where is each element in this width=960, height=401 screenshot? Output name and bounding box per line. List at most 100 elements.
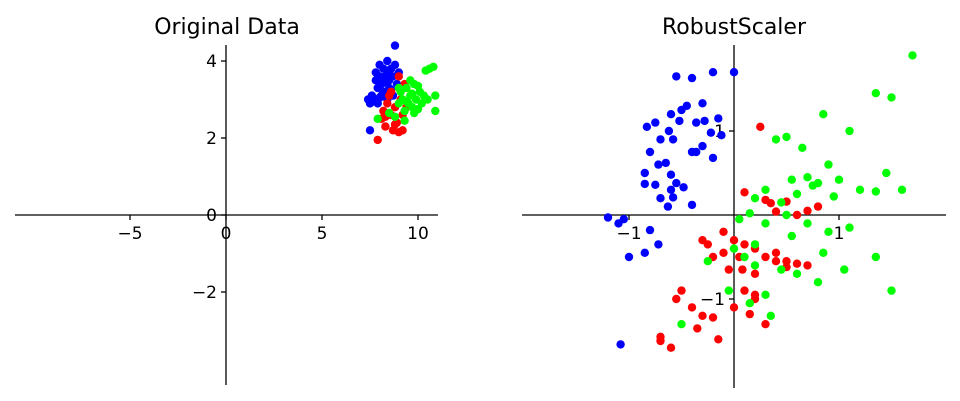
scatter-point xyxy=(803,261,812,270)
scatter-point xyxy=(787,175,796,184)
scatter-point xyxy=(624,252,634,262)
scatter-point xyxy=(787,231,796,241)
scatter-point xyxy=(379,74,388,83)
scatter-point xyxy=(708,68,718,77)
scatter-point xyxy=(431,106,440,116)
scatter-point xyxy=(845,223,854,232)
scatter-point xyxy=(708,153,718,163)
y-tick-label: 2 xyxy=(206,129,217,149)
scatter-point xyxy=(798,143,807,152)
scatter-point xyxy=(687,73,697,83)
scatter-point xyxy=(614,219,623,228)
scatter-point xyxy=(390,60,400,69)
scatter-point xyxy=(603,213,613,222)
scatter-point xyxy=(692,118,701,127)
scatter-point xyxy=(640,248,649,257)
scatter-point xyxy=(834,175,844,184)
scatter-point xyxy=(729,68,739,77)
scatter-point xyxy=(771,207,781,216)
scatter-point xyxy=(666,170,676,179)
scatter-point xyxy=(871,89,880,98)
y-tick-label: −2 xyxy=(192,283,217,303)
scatter-point xyxy=(724,265,733,274)
scatter-point xyxy=(679,183,688,192)
scatter-point xyxy=(386,87,396,97)
scatter-point xyxy=(803,173,812,182)
scatter-point xyxy=(381,122,390,131)
scatter-point xyxy=(803,219,812,228)
scatter-point xyxy=(761,290,770,299)
scatter-point xyxy=(664,126,674,136)
x-tick-label: 10 xyxy=(407,224,429,244)
scatter-point xyxy=(706,128,716,137)
scatter-point xyxy=(668,193,678,202)
scatter-point xyxy=(750,240,760,249)
x-tick-label: −1 xyxy=(616,224,641,244)
robust-scaler-panel: RobustScaler −11−11 xyxy=(522,15,946,388)
scatter-point xyxy=(714,335,723,344)
scatter-point xyxy=(651,180,660,189)
scatter-point xyxy=(672,178,681,188)
scatter-point xyxy=(882,168,891,178)
scatter-point xyxy=(782,210,791,220)
x-tick-label: 5 xyxy=(317,224,328,244)
scatter-point xyxy=(803,206,812,215)
scatter-point xyxy=(698,99,707,108)
scatter-point xyxy=(813,278,823,287)
scatter-point xyxy=(719,227,728,236)
scatter-point xyxy=(365,126,375,135)
scatter-point xyxy=(661,158,670,168)
scatter-point xyxy=(761,252,770,262)
scatter-point xyxy=(740,252,749,262)
scatter-point xyxy=(729,236,739,245)
scatter-point xyxy=(908,51,917,60)
y-tick-label: −1 xyxy=(700,290,725,310)
points-group xyxy=(363,41,440,145)
x-tick-label: −5 xyxy=(117,224,142,244)
scatter-point xyxy=(777,265,786,274)
y-tick-label: 4 xyxy=(206,52,217,72)
scatter-point xyxy=(402,97,411,106)
scatter-point xyxy=(654,240,663,249)
scatter-point xyxy=(390,41,400,50)
scatter-point xyxy=(829,192,838,201)
scatter-point xyxy=(771,248,781,257)
scatter-point xyxy=(383,99,392,108)
scatter-point xyxy=(640,168,649,178)
scatter-point xyxy=(663,202,673,211)
scatter-point xyxy=(766,199,775,208)
scatter-point xyxy=(761,219,770,228)
scatter-point xyxy=(675,116,684,126)
scatter-point xyxy=(703,257,712,266)
scatter-point xyxy=(406,76,415,85)
scatter-point xyxy=(740,240,749,249)
scatter-point xyxy=(423,95,432,104)
y-tick-label: 0 xyxy=(206,206,217,226)
scatter-point xyxy=(740,188,749,197)
scatter-point xyxy=(750,269,760,278)
scatter-point xyxy=(413,81,423,91)
scatter-point xyxy=(792,269,802,278)
scatter-point xyxy=(824,227,833,236)
scatter-point xyxy=(808,181,817,190)
scatter-point xyxy=(700,116,709,126)
scatter-point xyxy=(666,185,676,194)
scatter-point xyxy=(616,340,625,349)
chart-title: RobustScaler xyxy=(662,15,807,40)
x-tick-label: 1 xyxy=(834,224,845,244)
scatter-point xyxy=(729,244,739,253)
scatter-point xyxy=(771,257,781,266)
scatter-point xyxy=(871,187,880,196)
scatter-point xyxy=(750,194,760,203)
scatter-point xyxy=(703,240,712,249)
scatter-point xyxy=(738,265,747,274)
scatter-point xyxy=(394,83,403,93)
scatter-point xyxy=(656,332,665,341)
scatter-point xyxy=(672,294,681,304)
scatter-point xyxy=(855,185,865,194)
scatter-point xyxy=(792,189,802,199)
scatter-point xyxy=(813,202,823,211)
scatter-point xyxy=(429,62,438,71)
scatter-point xyxy=(640,179,649,189)
scatter-point xyxy=(651,118,660,127)
